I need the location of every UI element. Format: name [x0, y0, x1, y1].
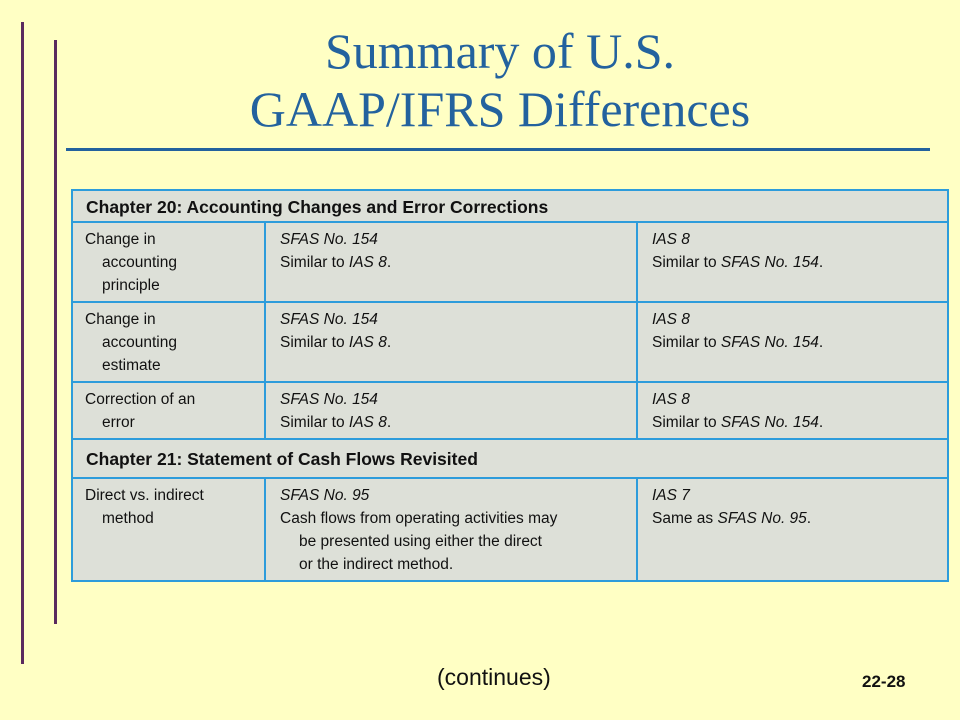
us-standard: SFAS No. 154	[280, 391, 378, 408]
continues-note: (continues)	[437, 664, 551, 690]
us-gaap-cell: SFAS No. 154 Similar to IAS 8.	[264, 381, 638, 440]
title-underline	[66, 148, 930, 151]
ifrs-text-end: .	[818, 254, 824, 271]
ifrs-text-end: .	[806, 510, 812, 527]
slide-title: Summary of U.S. GAAP/IFRS Differences	[100, 22, 900, 138]
ifrs-cell: IAS 7 Same as SFAS No. 95.	[636, 477, 949, 582]
ifrs-reference: SFAS No. 95	[717, 510, 807, 527]
us-gaap-cell: SFAS No. 154 Similar to IAS 8.	[264, 221, 638, 303]
topic-line: accounting	[102, 254, 177, 271]
title-line-1: Summary of U.S.	[325, 23, 675, 79]
topic-cell: Change in accounting estimate	[71, 301, 266, 383]
ifrs-reference: SFAS No. 154	[720, 414, 819, 431]
differences-table: Chapter 20: Accounting Changes and Error…	[71, 189, 949, 582]
table-row: Change in accounting estimate SFAS No. 1…	[71, 301, 949, 383]
chapter-20-heading: Chapter 20: Accounting Changes and Error…	[71, 189, 949, 223]
title-line-2: GAAP/IFRS Differences	[249, 81, 751, 137]
left-accent-line-inner	[54, 40, 57, 624]
topic-cell: Direct vs. indirect method	[71, 477, 266, 582]
ifrs-standard: IAS 8	[652, 311, 690, 328]
topic-line: Correction of an	[85, 391, 196, 408]
topic-line: error	[102, 414, 135, 431]
table-row: Correction of an error SFAS No. 154 Simi…	[71, 381, 949, 440]
ifrs-reference: SFAS No. 154	[720, 254, 819, 271]
us-text: Similar to	[280, 254, 349, 271]
us-gaap-cell: SFAS No. 154 Similar to IAS 8.	[264, 301, 638, 383]
chapter-heading-row: Chapter 20: Accounting Changes and Error…	[71, 189, 949, 223]
ifrs-cell: IAS 8 Similar to SFAS No. 154.	[636, 381, 949, 440]
topic-line: Change in	[85, 231, 156, 248]
ifrs-text: Same as	[652, 510, 718, 527]
us-reference: IAS 8	[348, 334, 387, 351]
ifrs-standard: IAS 8	[652, 231, 690, 248]
ifrs-text: Similar to	[652, 254, 721, 271]
ifrs-text-end: .	[818, 334, 824, 351]
us-text-end: .	[386, 334, 392, 351]
us-text-end: .	[386, 414, 392, 431]
us-text-line: Cash flows from operating activities may	[280, 510, 558, 527]
us-text: Similar to	[280, 334, 349, 351]
topic-line: Change in	[85, 311, 156, 328]
topic-line: Direct vs. indirect	[85, 487, 204, 504]
us-text-line: or the indirect method.	[299, 556, 454, 573]
topic-line: estimate	[102, 357, 161, 374]
left-accent-line-outer	[21, 22, 24, 664]
ifrs-text-end: .	[818, 414, 824, 431]
ifrs-cell: IAS 8 Similar to SFAS No. 154.	[636, 301, 949, 383]
table-row: Change in accounting principle SFAS No. …	[71, 221, 949, 303]
chapter-21-heading: Chapter 21: Statement of Cash Flows Revi…	[71, 438, 949, 479]
us-reference: IAS 8	[348, 254, 387, 271]
us-standard: SFAS No. 154	[280, 231, 378, 248]
us-standard: SFAS No. 95	[280, 487, 370, 504]
ifrs-standard: IAS 8	[652, 391, 690, 408]
us-gaap-cell: SFAS No. 95 Cash flows from operating ac…	[264, 477, 638, 582]
topic-cell: Correction of an error	[71, 381, 266, 440]
ifrs-standard: IAS 7	[652, 487, 690, 504]
ifrs-text: Similar to	[652, 414, 721, 431]
us-text-line: be presented using either the direct	[299, 533, 542, 550]
us-standard: SFAS No. 154	[280, 311, 378, 328]
us-reference: IAS 8	[348, 414, 387, 431]
table-row: Direct vs. indirect method SFAS No. 95 C…	[71, 477, 949, 582]
chapter-heading-row: Chapter 21: Statement of Cash Flows Revi…	[71, 438, 949, 479]
ifrs-cell: IAS 8 Similar to SFAS No. 154.	[636, 221, 949, 303]
ifrs-text: Similar to	[652, 334, 721, 351]
topic-line: method	[102, 510, 154, 527]
us-text: Similar to	[280, 414, 349, 431]
ifrs-reference: SFAS No. 154	[720, 334, 819, 351]
topic-line: principle	[102, 277, 160, 294]
topic-cell: Change in accounting principle	[71, 221, 266, 303]
topic-line: accounting	[102, 334, 177, 351]
slide-number: 22-28	[862, 672, 906, 691]
us-text-end: .	[386, 254, 392, 271]
